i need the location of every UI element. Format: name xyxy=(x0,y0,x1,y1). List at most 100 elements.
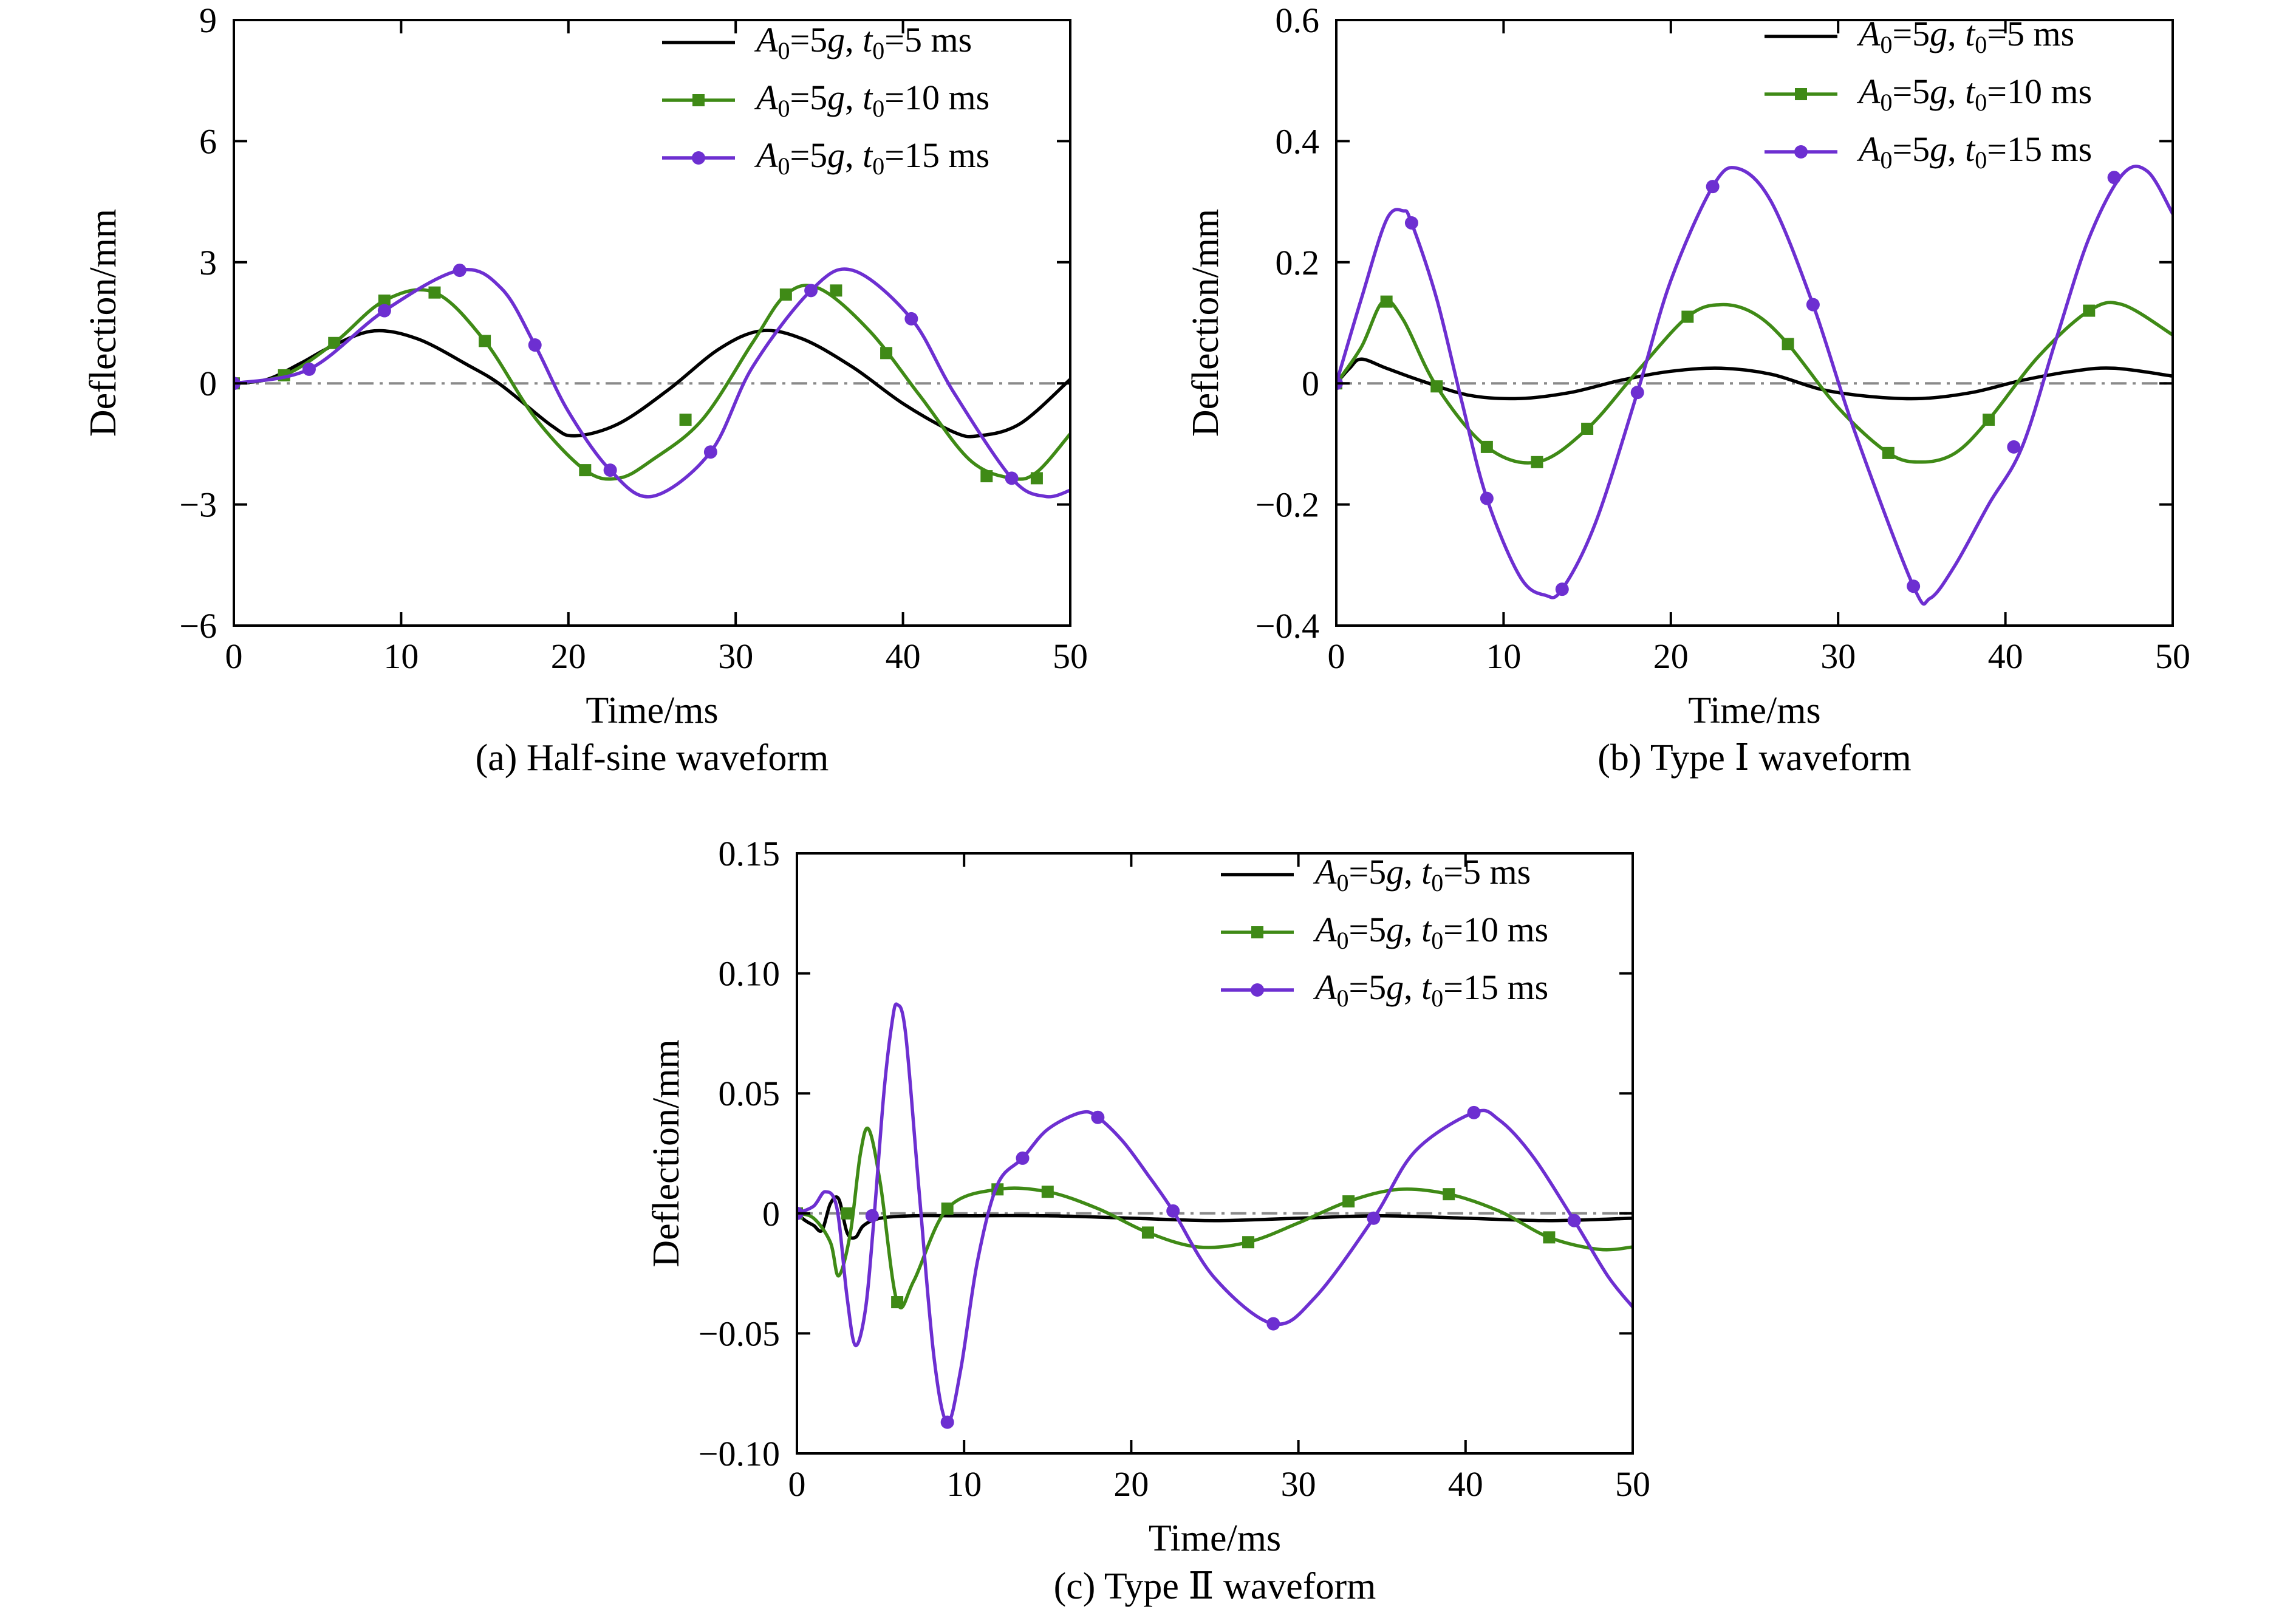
x-tick-label: 40 xyxy=(886,637,921,676)
x-axis-label: Time/ms xyxy=(586,690,718,731)
legend-label-2: A0=5g, t0=10 ms xyxy=(1856,72,2092,116)
legend-marker-3 xyxy=(1251,983,1264,997)
data-point-3-4 xyxy=(1555,582,1569,596)
series-group xyxy=(1336,165,2173,606)
x-tick-label: 20 xyxy=(1113,1464,1149,1504)
data-point-3-2 xyxy=(1404,216,1418,230)
data-point-2-3 xyxy=(1430,380,1443,393)
legend: A0=5g, t0=5 ms A0=5g, t0=10 ms A0=5g, t0=1… xyxy=(1221,852,1548,1012)
legend-label-3: A0=5g, t0=15 ms xyxy=(1856,129,2092,174)
legend-marker-3 xyxy=(1794,145,1808,159)
data-point-3-7 xyxy=(703,445,717,459)
data-point-2-13 xyxy=(1030,472,1043,485)
x-axis-label: Time/ms xyxy=(1149,1518,1281,1559)
x-tick-label: 50 xyxy=(1053,637,1088,676)
data-point-2-8 xyxy=(1782,338,1794,350)
y-axis-label: Deflection/mm xyxy=(83,209,124,437)
data-point-2-10 xyxy=(1983,414,1995,426)
y-tick-label: −0.4 xyxy=(1256,606,1319,646)
data-point-3-7 xyxy=(1806,298,1820,312)
y-tick-label: 0 xyxy=(762,1194,780,1234)
data-point-3-5 xyxy=(528,338,542,352)
y-tick-label: −3 xyxy=(179,485,217,525)
series-line-3 xyxy=(234,267,1070,499)
y-tick-label: −0.05 xyxy=(699,1314,780,1353)
x-tick-label: 30 xyxy=(718,637,753,676)
x-tick-label: 0 xyxy=(788,1464,806,1504)
y-tick-label: 0.05 xyxy=(719,1074,781,1113)
y-tick-label: 9 xyxy=(199,1,217,40)
y-tick-label: 0.6 xyxy=(1276,1,1320,40)
data-point-2-4 xyxy=(1480,440,1493,453)
data-point-3-10 xyxy=(1005,471,1019,485)
data-point-2-12 xyxy=(980,470,993,483)
data-point-3-9 xyxy=(904,312,918,326)
series-line-3 xyxy=(1336,165,2173,606)
data-point-3-3 xyxy=(377,304,391,318)
panel-caption: (c) Type Ⅱ waveform xyxy=(1054,1566,1376,1607)
data-point-2-11 xyxy=(2083,304,2096,317)
series-line-2 xyxy=(1336,299,2173,465)
data-point-2-2 xyxy=(1380,295,1393,308)
x-tick-label: 10 xyxy=(383,637,419,676)
data-point-3-6 xyxy=(603,463,617,477)
legend-marker-2 xyxy=(692,94,705,106)
data-point-2-10 xyxy=(1443,1188,1455,1201)
plot-frame xyxy=(796,852,1634,1455)
data-point-3-10 xyxy=(1567,1214,1581,1227)
x-tick-label: 30 xyxy=(1281,1464,1316,1504)
data-point-2-5 xyxy=(1531,456,1543,468)
series-group xyxy=(797,1002,1633,1429)
y-tick-label: 0.10 xyxy=(719,954,781,994)
data-point-2-7 xyxy=(579,464,592,477)
data-point-3-4 xyxy=(1016,1151,1030,1165)
x-tick-label: 40 xyxy=(1448,1464,1483,1504)
y-tick-label: 0.2 xyxy=(1276,243,1320,282)
data-point-3-2 xyxy=(865,1209,879,1223)
data-point-2-6 xyxy=(1581,422,1594,435)
data-point-2-6 xyxy=(479,335,491,347)
series-line-3 xyxy=(797,1002,1633,1424)
legend-label-2: A0=5g, t0=10 ms xyxy=(754,78,989,122)
data-point-3-8 xyxy=(1367,1211,1381,1225)
x-tick-label: 50 xyxy=(1615,1464,1650,1504)
legend-label-1: A0=5g, t0=5 ms xyxy=(754,20,972,64)
data-point-2-2 xyxy=(841,1207,853,1220)
data-point-2-7 xyxy=(1681,310,1694,323)
data-point-3-5 xyxy=(1091,1110,1105,1124)
data-point-2-3 xyxy=(328,336,341,349)
y-tick-label: −6 xyxy=(179,606,217,646)
data-point-2-8 xyxy=(1242,1236,1255,1249)
legend-marker-2 xyxy=(1795,88,1807,100)
panel-caption: (a) Half-sine waveform xyxy=(476,737,829,779)
data-point-3-8 xyxy=(804,284,818,298)
data-point-2-9 xyxy=(1342,1195,1355,1208)
legend-marker-3 xyxy=(692,151,705,165)
data-point-3-6 xyxy=(1166,1204,1180,1218)
legend-label-3: A0=5g, t0=15 ms xyxy=(754,135,989,180)
legend: A0=5g, t0=5 ms A0=5g, t0=10 ms A0=5g, t0=1… xyxy=(1765,14,2092,174)
data-point-2-4 xyxy=(378,294,391,307)
x-tick-label: 20 xyxy=(1653,637,1689,676)
data-point-2-11 xyxy=(1543,1231,1556,1244)
data-point-2-3 xyxy=(891,1296,904,1309)
data-point-2-9 xyxy=(1882,446,1895,459)
legend-label-2: A0=5g, t0=10 ms xyxy=(1313,910,1548,954)
data-point-2-7 xyxy=(1141,1226,1154,1239)
chart-panel-a: 0 10 20 30 40 509630−3−6Time/msDeflection/mm(… xyxy=(83,1,1088,779)
series-line-1 xyxy=(797,1195,1633,1240)
x-axis-label: Time/ms xyxy=(1688,690,1820,731)
x-tick-label: 20 xyxy=(551,637,586,676)
y-tick-label: 6 xyxy=(199,121,217,161)
data-point-2-6 xyxy=(1041,1186,1054,1198)
y-tick-label: 0.15 xyxy=(719,834,781,873)
data-point-3-3 xyxy=(1480,491,1494,505)
legend: A0=5g, t0=5 ms A0=5g, t0=10 ms A0=5g, t0=1… xyxy=(662,20,989,180)
data-point-3-7 xyxy=(1266,1317,1280,1331)
plot-frame xyxy=(233,19,1071,627)
y-tick-label: −0.2 xyxy=(1256,485,1319,525)
data-point-2-8 xyxy=(679,414,692,426)
data-point-3-9 xyxy=(2007,440,2021,454)
y-tick-label: 0.4 xyxy=(1276,121,1320,161)
